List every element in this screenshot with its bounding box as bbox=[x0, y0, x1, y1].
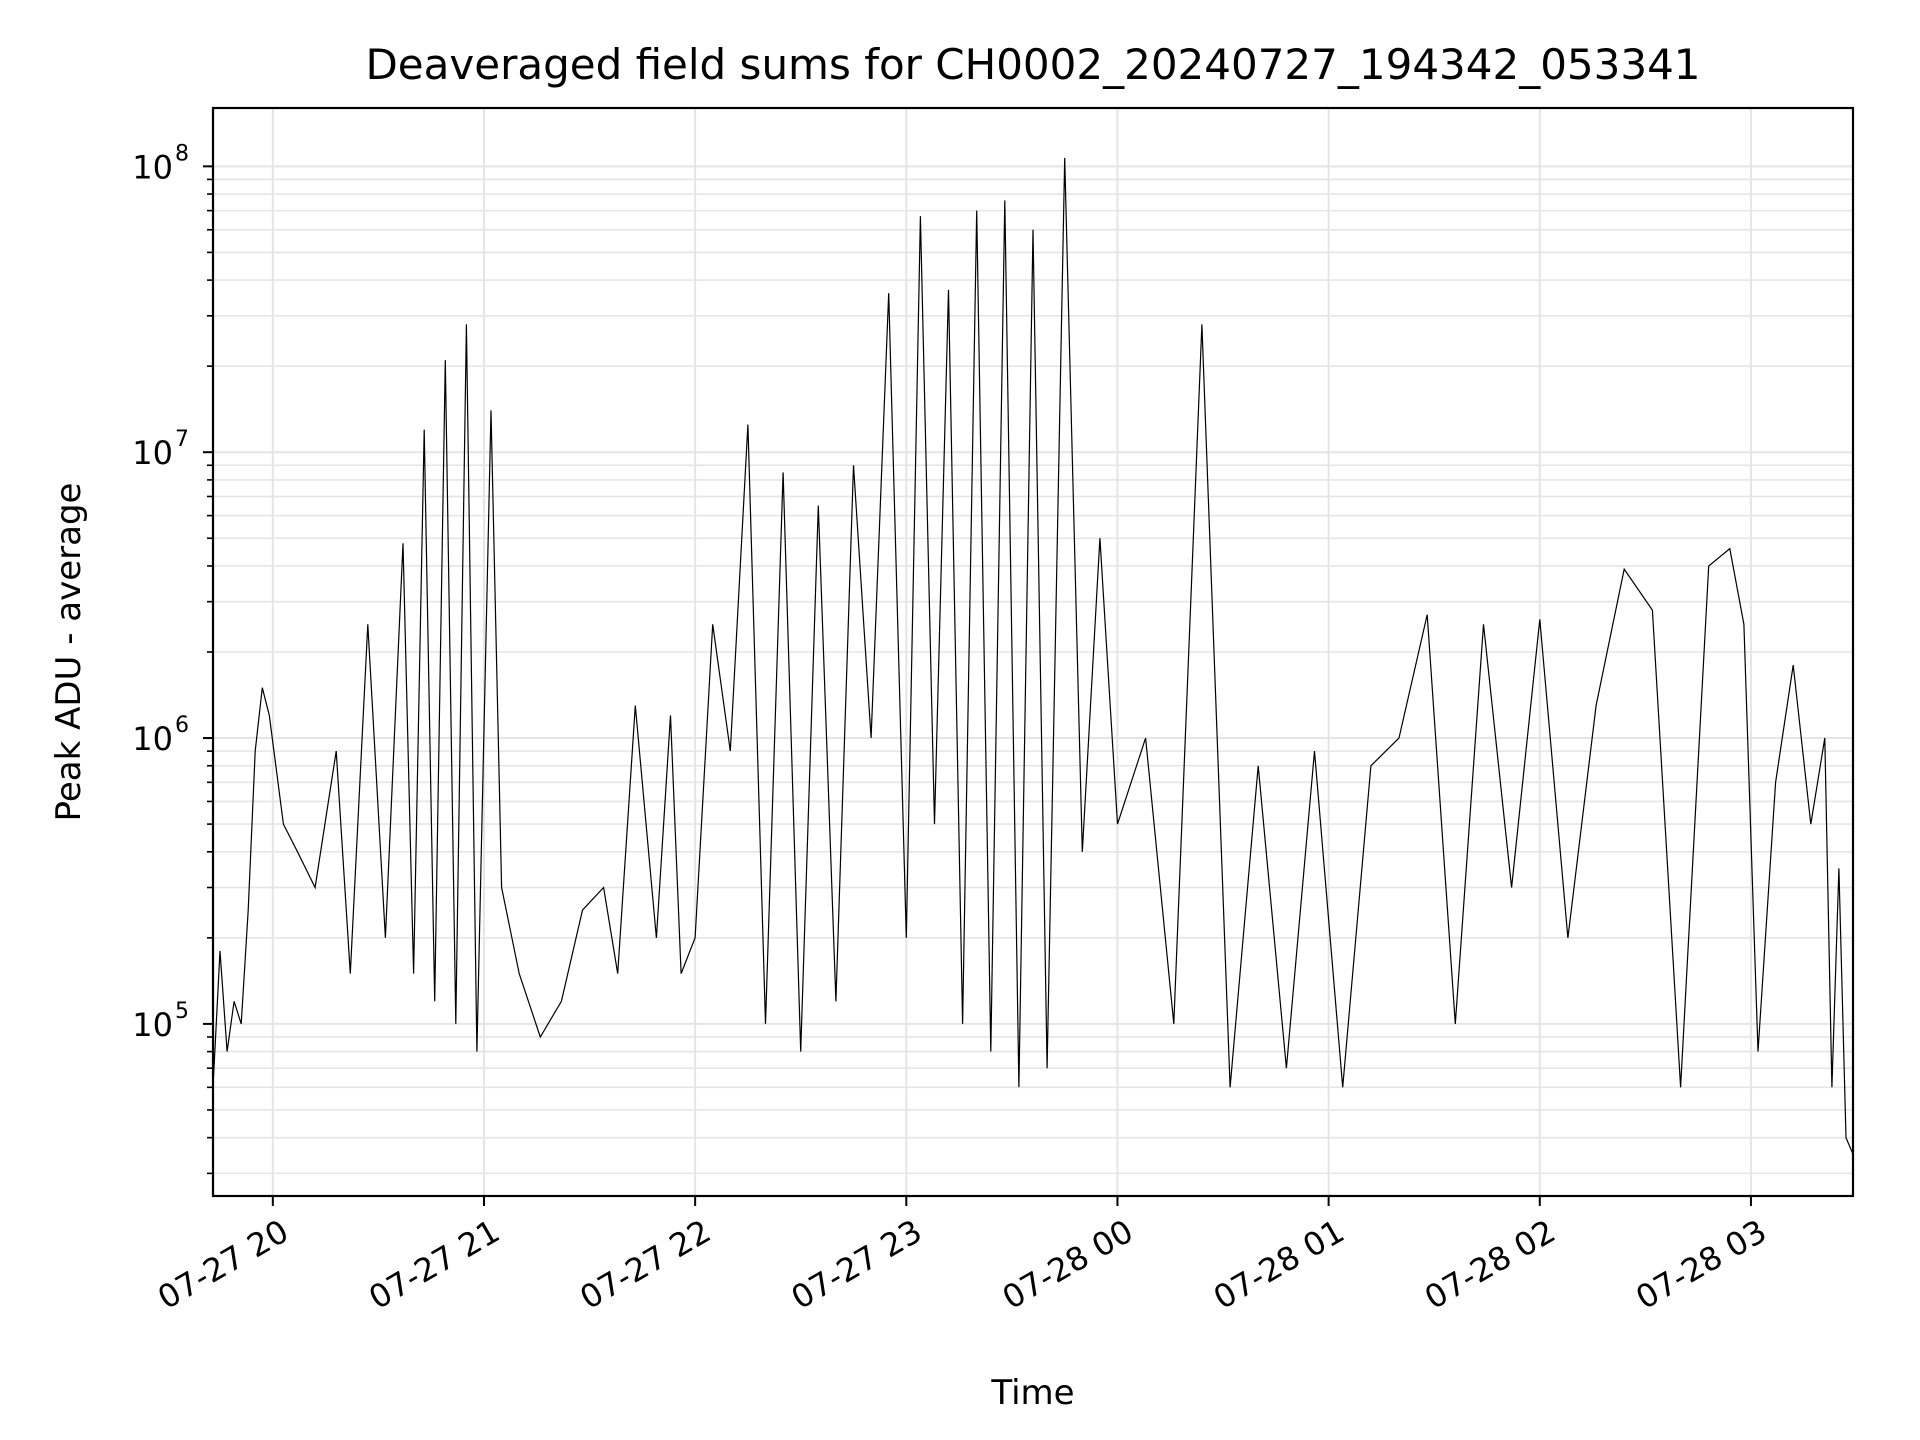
y-tick-label: 10 bbox=[132, 720, 173, 758]
y-tick-exponent: 6 bbox=[175, 713, 189, 738]
chart-title: Deaveraged field sums for CH0002_2024072… bbox=[365, 40, 1700, 89]
x-axis-label: Time bbox=[990, 1373, 1074, 1413]
grid bbox=[213, 108, 1853, 1196]
y-tick-label: 10 bbox=[132, 1006, 173, 1044]
y-tick-exponent: 8 bbox=[175, 141, 189, 166]
data-series-line bbox=[213, 157, 1853, 1155]
y-tick-exponent: 5 bbox=[175, 999, 189, 1024]
y-tick-label: 10 bbox=[132, 148, 173, 186]
y-tick-exponent: 7 bbox=[175, 427, 189, 452]
y-axis-label: Peak ADU - average bbox=[49, 483, 89, 822]
y-tick-label: 10 bbox=[132, 434, 173, 472]
plot-area bbox=[213, 157, 1853, 1155]
